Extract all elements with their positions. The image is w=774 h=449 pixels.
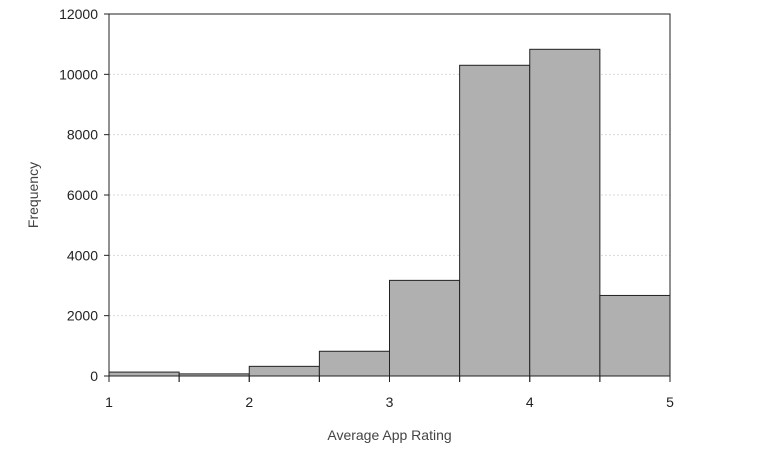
histogram-bar xyxy=(599,294,671,377)
y-axis-label: Frequency xyxy=(25,162,41,228)
y-tick-label: 2000 xyxy=(67,308,98,324)
y-tick-label: 10000 xyxy=(59,66,98,82)
bars xyxy=(108,48,671,377)
x-tick-label: 4 xyxy=(526,394,534,410)
x-tick-label: 1 xyxy=(105,394,113,410)
y-tick-label: 6000 xyxy=(67,187,98,203)
y-tick-label: 0 xyxy=(90,368,98,384)
x-axis: 1 2 3 4 5 xyxy=(105,376,674,410)
histogram-bar xyxy=(459,64,531,377)
histogram-bar xyxy=(248,365,320,377)
y-axis: 0 2000 4000 6000 8000 10000 12000 xyxy=(59,6,109,384)
x-tick-label: 2 xyxy=(245,394,253,410)
x-axis-label: Average App Rating xyxy=(327,427,451,443)
x-tick-label: 5 xyxy=(666,394,674,410)
histogram-bar xyxy=(529,48,601,377)
histogram-bar xyxy=(318,350,390,377)
y-tick-label: 8000 xyxy=(67,127,98,143)
histogram-bar xyxy=(389,279,461,377)
y-tick-label: 4000 xyxy=(67,247,98,263)
x-tick-label: 3 xyxy=(386,394,394,410)
histogram-bar xyxy=(108,371,180,377)
y-tick-label: 12000 xyxy=(59,6,98,22)
